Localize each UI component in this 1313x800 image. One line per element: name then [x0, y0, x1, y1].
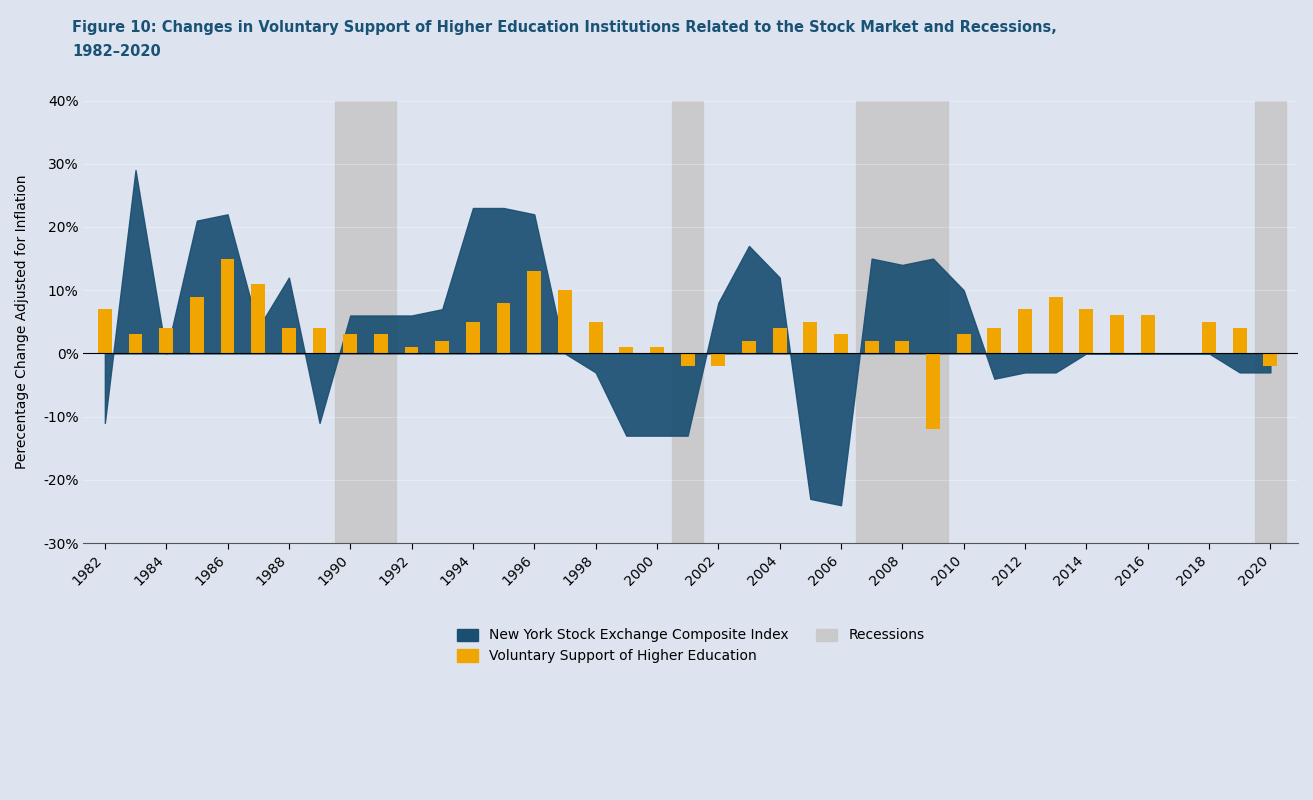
Bar [1141, 315, 1154, 354]
Bar [129, 334, 142, 354]
Bar [712, 354, 725, 366]
Bar [742, 341, 756, 354]
Bar [895, 341, 909, 354]
Bar [558, 290, 572, 354]
Bar [1263, 354, 1278, 366]
Bar [1233, 328, 1246, 354]
Bar [1018, 309, 1032, 354]
Text: Figure 10: Changes in Voluntary Support of Higher Education Institutions Related: Figure 10: Changes in Voluntary Support … [72, 20, 1057, 35]
Bar [496, 303, 511, 354]
Bar [98, 309, 112, 354]
Bar [588, 322, 603, 354]
Y-axis label: Perecentage Change Adjusted for Inflation: Perecentage Change Adjusted for Inflatio… [14, 174, 29, 469]
Bar [856, 101, 948, 543]
Bar [865, 341, 878, 354]
Text: 1982–2020: 1982–2020 [72, 44, 161, 59]
Bar [251, 284, 265, 354]
Bar [1079, 309, 1094, 354]
Bar [680, 354, 695, 366]
Bar [221, 258, 235, 354]
Bar [834, 334, 848, 354]
Bar [620, 347, 633, 354]
Bar [650, 347, 664, 354]
Bar [282, 328, 295, 354]
Bar [312, 328, 327, 354]
Bar [159, 328, 173, 354]
Bar [773, 328, 786, 354]
Bar [335, 101, 397, 543]
Bar [343, 334, 357, 354]
Bar [804, 322, 817, 354]
Bar [1109, 315, 1124, 354]
Bar [436, 341, 449, 354]
Bar [466, 322, 479, 354]
Bar [1255, 101, 1285, 543]
Bar [957, 334, 970, 354]
Bar [987, 328, 1002, 354]
Legend: New York Stock Exchange Composite Index, Voluntary Support of Higher Education, : New York Stock Exchange Composite Index,… [452, 623, 930, 669]
Bar [374, 334, 387, 354]
Bar [528, 271, 541, 354]
Bar [190, 297, 204, 354]
Bar [672, 101, 702, 543]
Bar [404, 347, 419, 354]
Bar [1049, 297, 1062, 354]
Bar [1203, 322, 1216, 354]
Bar [926, 354, 940, 430]
